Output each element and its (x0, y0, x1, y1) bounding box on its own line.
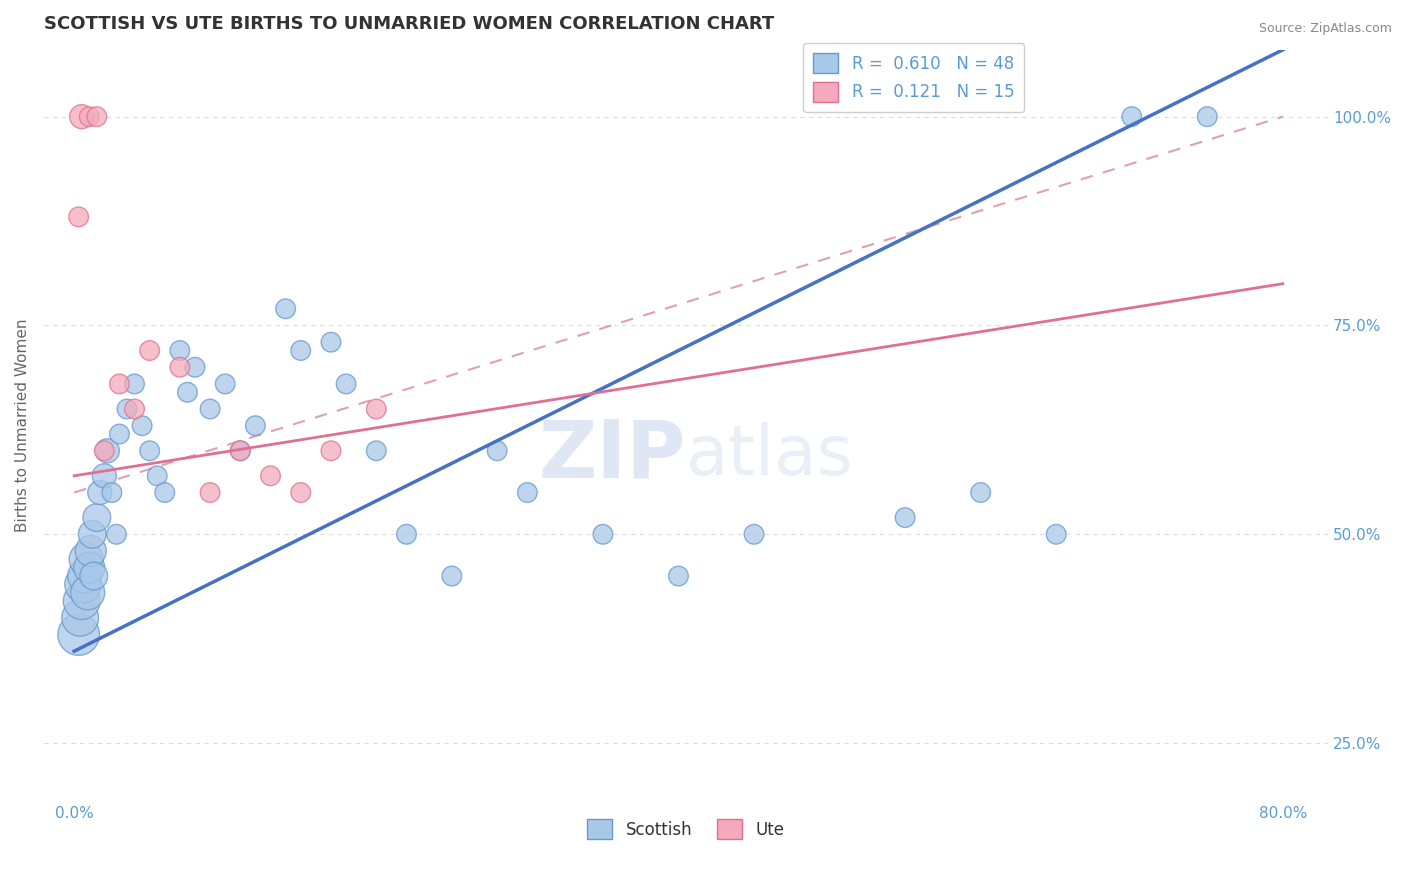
Point (115, 402, 138, 417)
Point (131, 418, 153, 433)
Point (76, 586, 98, 600)
Point (395, 527, 418, 541)
Point (124, 402, 146, 417)
Point (335, 376, 357, 391)
Point (108, 427, 131, 442)
Point (101, 485, 124, 500)
Point (486, 443, 509, 458)
Point (290, 485, 312, 500)
Point (67, 210, 90, 224)
Point (668, 569, 690, 583)
Point (86, 110, 108, 124)
Point (290, 343, 312, 358)
Point (742, 527, 765, 541)
Point (176, 385, 198, 400)
Point (1045, 527, 1067, 541)
Point (516, 485, 538, 500)
Point (73, 569, 96, 583)
Point (366, 443, 388, 458)
Point (124, 376, 146, 391)
Point (105, 527, 128, 541)
Point (67, 627, 90, 641)
Point (108, 376, 131, 391)
Point (146, 468, 169, 483)
Point (96, 443, 118, 458)
Text: atlas: atlas (686, 422, 853, 490)
Point (169, 343, 191, 358)
Point (89, 485, 111, 500)
Point (69, 611, 91, 625)
Point (319, 335, 342, 350)
Point (72, 577, 94, 591)
Point (366, 402, 388, 417)
Point (229, 443, 252, 458)
Point (70, 594, 93, 608)
Point (319, 443, 342, 458)
Point (229, 443, 252, 458)
Point (440, 569, 463, 583)
Point (138, 343, 160, 358)
Point (245, 418, 267, 433)
Point (80, 544, 103, 558)
Point (93, 443, 115, 458)
Point (214, 376, 236, 391)
Point (198, 402, 221, 417)
Point (83, 569, 105, 583)
Text: SCOTTISH VS UTE BIRTHS TO UNMARRIED WOMEN CORRELATION CHART: SCOTTISH VS UTE BIRTHS TO UNMARRIED WOME… (44, 15, 775, 33)
Point (1197, 110, 1219, 124)
Point (184, 360, 207, 375)
Point (77, 110, 100, 124)
Point (592, 527, 614, 541)
Point (274, 301, 297, 316)
Point (77, 560, 100, 574)
Point (969, 485, 991, 500)
Point (75, 552, 97, 566)
Text: ZIP: ZIP (538, 417, 686, 495)
Point (93, 468, 115, 483)
Point (82, 527, 104, 541)
Point (86, 510, 108, 524)
Legend: Scottish, Ute: Scottish, Ute (581, 813, 792, 846)
Y-axis label: Births to Unmarried Women: Births to Unmarried Women (15, 319, 30, 533)
Point (153, 485, 176, 500)
Point (259, 468, 281, 483)
Point (169, 360, 191, 375)
Point (138, 443, 160, 458)
Point (70, 110, 93, 124)
Point (894, 510, 917, 524)
Text: Source: ZipAtlas.com: Source: ZipAtlas.com (1258, 22, 1392, 36)
Point (198, 485, 221, 500)
Point (1121, 110, 1143, 124)
